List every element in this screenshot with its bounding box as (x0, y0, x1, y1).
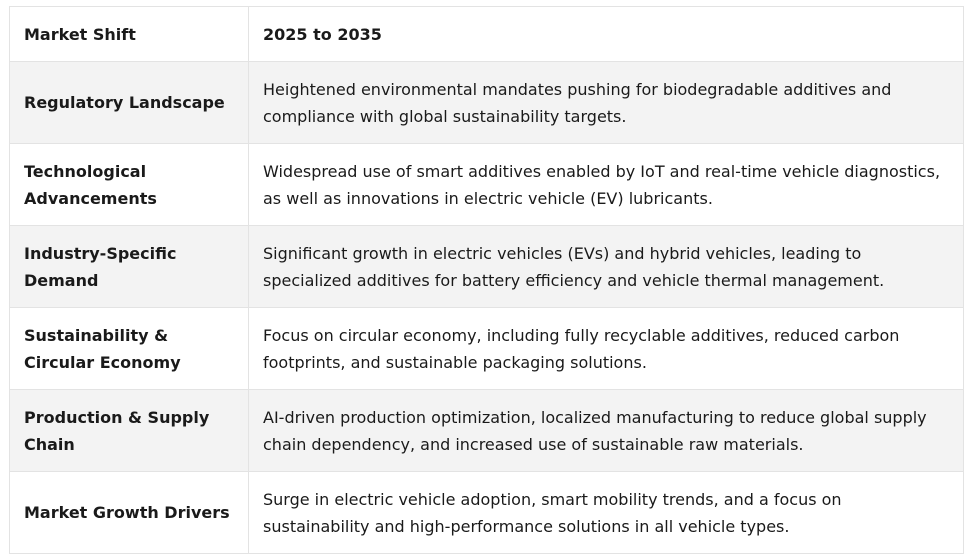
row-value: Surge in electric vehicle adoption, smar… (248, 471, 964, 554)
row-value: Significant growth in electric vehicles … (248, 225, 964, 308)
table-row: Sustainability & Circular Economy Focus … (9, 307, 964, 390)
row-label: Production & Supply Chain (9, 389, 249, 472)
column-header-period: 2025 to 2035 (248, 6, 964, 62)
column-header-market-shift: Market Shift (9, 6, 249, 62)
market-shift-table: Market Shift 2025 to 2035 Regulatory Lan… (9, 6, 964, 554)
table-header-row: Market Shift 2025 to 2035 (9, 6, 964, 62)
row-value: Heightened environmental mandates pushin… (248, 61, 964, 144)
row-value: Widespread use of smart additives enable… (248, 143, 964, 226)
row-value: Focus on circular economy, including ful… (248, 307, 964, 390)
table-row: Industry-Specific Demand Significant gro… (9, 225, 964, 308)
row-value: AI-driven production optimization, local… (248, 389, 964, 472)
row-label: Regulatory Landscape (9, 61, 249, 144)
row-label: Industry-Specific Demand (9, 225, 249, 308)
table-row: Technological Advancements Widespread us… (9, 143, 964, 226)
table-row: Production & Supply Chain AI-driven prod… (9, 389, 964, 472)
table-row: Market Growth Drivers Surge in electric … (9, 471, 964, 554)
table-row: Regulatory Landscape Heightened environm… (9, 61, 964, 144)
row-label: Technological Advancements (9, 143, 249, 226)
row-label: Market Growth Drivers (9, 471, 249, 554)
row-label: Sustainability & Circular Economy (9, 307, 249, 390)
